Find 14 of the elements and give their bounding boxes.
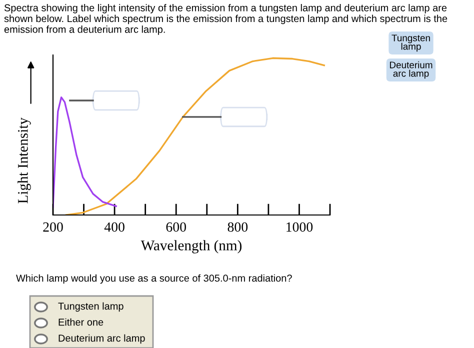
text: Tungsten lamp	[58, 302, 124, 312]
y-axis-title: Light Intensity	[18, 118, 31, 204]
x-tick-label: 800	[228, 222, 248, 232]
text: Either one	[58, 318, 104, 326]
text: Tungsten lamp	[392, 34, 430, 52]
x-tick-label: 200	[43, 222, 63, 232]
text: Which lamp would you use as a source of 305.0-nm radiation?	[16, 274, 292, 284]
x-tick-label: 400	[104, 222, 124, 232]
x-tick-label: 600	[166, 222, 186, 232]
text: Deuterium arc lamp	[58, 334, 145, 344]
chart-title: Spectra showing the light intensity of the emission from a tungsten lamp and deuterium arc lamp are shown below. Label which spectrum is the emission from a tungsten lamp and which spectrum is the emission from a deuterium arc lamp.	[4, 4, 448, 35]
text: Deuterium arc lamp	[390, 61, 432, 79]
x-tick-label: 1000	[286, 222, 313, 232]
x-axis-title: Wavelength (nm)	[140, 240, 242, 254]
